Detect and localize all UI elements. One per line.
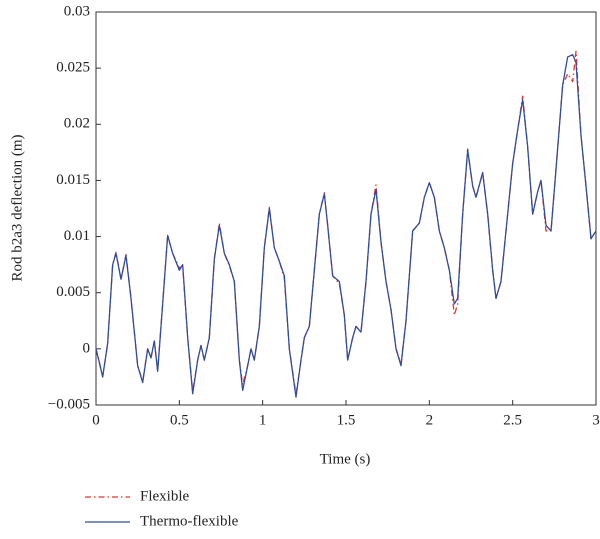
x-tick-label: 2 bbox=[426, 412, 434, 428]
x-axis-label: Time (s) bbox=[320, 451, 371, 467]
y-tick-label: 0.025 bbox=[56, 60, 90, 76]
legend-label: Flexible bbox=[140, 488, 190, 504]
x-tick-label: 1.5 bbox=[337, 412, 356, 428]
x-tick-label: 0 bbox=[92, 412, 100, 428]
y-tick-label: 0.03 bbox=[64, 3, 90, 19]
x-tick-label: 0.5 bbox=[170, 412, 189, 428]
legend-label: Thermo-flexible bbox=[140, 513, 239, 529]
y-tick-label: 0.005 bbox=[56, 284, 90, 300]
x-tick-label: 3 bbox=[592, 412, 600, 428]
y-tick-label: 0.02 bbox=[64, 116, 90, 132]
y-tick-label: 0 bbox=[83, 340, 91, 356]
line-series bbox=[95, 54, 597, 398]
y-axis-label: Rod b2a3 deflection (m) bbox=[9, 134, 25, 281]
x-tick-label: 2.5 bbox=[503, 412, 522, 428]
y-tick-label: −0.005 bbox=[48, 396, 90, 412]
y-tick-label: 0.015 bbox=[56, 172, 90, 188]
y-tick-label: 0.01 bbox=[64, 228, 90, 244]
x-tick-label: 1 bbox=[259, 412, 267, 428]
